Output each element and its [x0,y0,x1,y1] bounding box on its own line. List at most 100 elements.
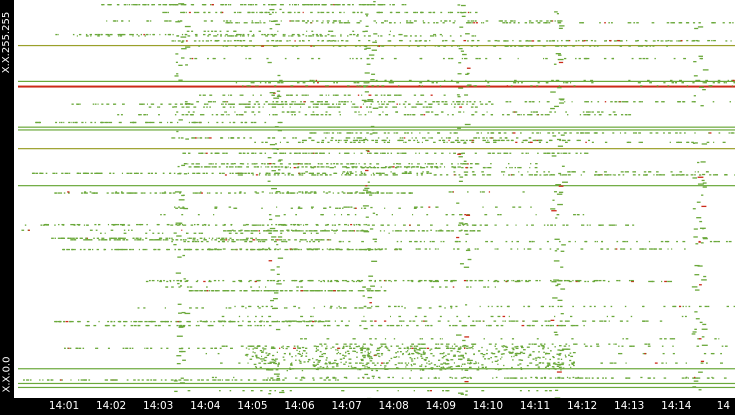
point [201,152,204,154]
point [451,163,453,165]
point [528,343,531,345]
point [427,103,430,105]
point [338,223,340,226]
point [401,377,404,379]
point [272,101,275,103]
point [410,114,412,116]
point [394,305,397,308]
point [371,248,374,251]
point [460,214,463,216]
point [468,248,470,250]
point [396,240,399,243]
point [589,224,591,226]
point [431,324,433,327]
point [381,172,385,174]
point [160,347,163,349]
point [344,343,347,345]
flow-line [18,382,735,385]
point [337,347,340,349]
point [311,172,314,174]
point [192,137,195,139]
point [271,239,273,241]
point [413,390,415,392]
point [210,347,213,349]
point [392,230,394,232]
point [451,103,453,105]
point [411,347,414,349]
point [638,101,642,103]
point [418,307,422,309]
point [448,57,451,60]
point [281,4,284,6]
point [275,239,277,241]
point [394,166,398,169]
point [430,94,433,96]
point [272,239,275,241]
point [268,4,271,6]
point [344,279,348,282]
point [193,40,197,42]
point [302,239,304,241]
point [659,320,663,322]
point [478,279,482,282]
point [79,172,82,174]
point [582,39,584,42]
point [146,20,150,22]
point [306,223,309,226]
point [406,166,408,169]
point [341,279,345,282]
point [268,230,271,232]
point [672,22,676,24]
point [372,172,375,174]
point [654,57,656,60]
point [343,94,347,96]
point [335,343,339,345]
point [298,206,301,208]
point [350,101,352,103]
point [350,223,353,226]
point [190,248,193,251]
point [291,290,293,292]
point [55,172,58,174]
point [396,111,398,113]
point [94,172,98,174]
point [364,230,366,232]
point [520,377,524,379]
point [604,22,606,24]
point [152,239,155,241]
point [136,239,139,241]
point [161,192,165,194]
point [434,33,437,36]
point [494,139,497,142]
point [505,40,509,42]
point [242,224,246,226]
point [240,192,242,194]
point [240,174,243,176]
point [104,239,107,241]
point [424,163,426,165]
point [581,224,584,226]
point [310,11,313,14]
point [426,230,429,232]
point [265,286,267,288]
point [432,11,435,14]
point [252,45,255,47]
point [343,103,346,105]
point [564,101,566,103]
point [362,376,365,379]
point [674,82,678,84]
point [378,103,380,105]
point [580,248,584,250]
point [543,57,545,60]
point [312,45,315,47]
point [333,20,337,22]
point [363,207,367,209]
point [339,307,342,309]
point [150,379,153,381]
point [360,57,363,60]
point [270,290,273,292]
point [374,240,377,243]
point [164,379,167,381]
point [608,320,610,322]
point [593,279,596,282]
